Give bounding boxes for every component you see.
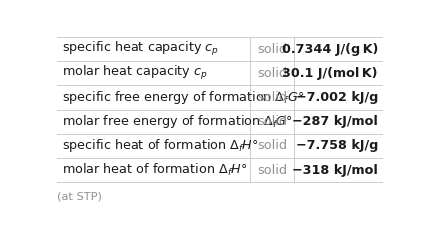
Text: solid: solid [257, 115, 287, 128]
Text: specific heat capacity $c_p$: specific heat capacity $c_p$ [62, 40, 219, 58]
Text: specific heat of formation $\Delta_f H°$: specific heat of formation $\Delta_f H°$ [62, 137, 259, 154]
Text: 30.1 J/(mol K): 30.1 J/(mol K) [282, 67, 378, 80]
Text: solid: solid [257, 164, 287, 177]
Text: solid: solid [257, 67, 287, 80]
Text: −7.758 kJ/g: −7.758 kJ/g [295, 139, 378, 152]
Text: solid: solid [257, 139, 287, 152]
Text: (at STP): (at STP) [57, 191, 102, 201]
Text: molar heat capacity $c_p$: molar heat capacity $c_p$ [62, 64, 208, 82]
Text: molar heat of formation $\Delta_f H°$: molar heat of formation $\Delta_f H°$ [62, 162, 247, 178]
Text: 0.7344 J/(g K): 0.7344 J/(g K) [282, 43, 378, 55]
Text: −7.002 kJ/g: −7.002 kJ/g [295, 91, 378, 104]
Text: molar free energy of formation $\Delta_f G°$: molar free energy of formation $\Delta_f… [62, 113, 293, 130]
Text: −318 kJ/mol: −318 kJ/mol [292, 164, 378, 177]
Text: specific free energy of formation $\Delta_f G°$: specific free energy of formation $\Delt… [62, 89, 304, 106]
Text: solid: solid [257, 43, 287, 55]
Text: −287 kJ/mol: −287 kJ/mol [292, 115, 378, 128]
Text: solid: solid [257, 91, 287, 104]
